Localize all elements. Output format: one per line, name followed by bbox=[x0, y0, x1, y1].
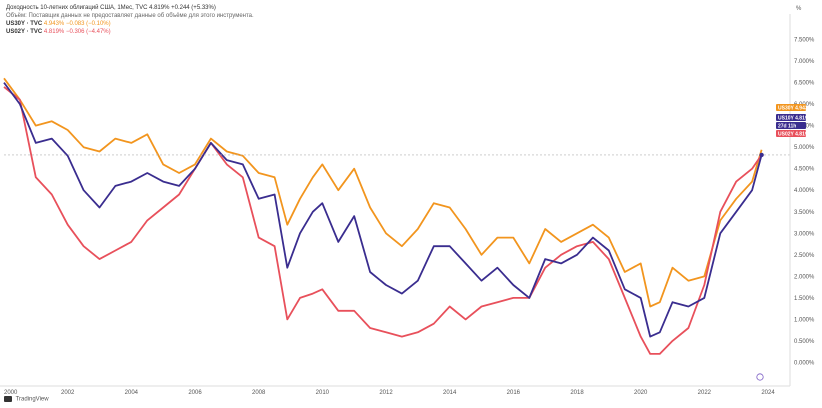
legend-us30y-symbol: US30Y · TVC bbox=[6, 21, 43, 27]
x-tick-label: 2012 bbox=[379, 390, 393, 396]
price-tag-text: 27d 11h bbox=[778, 123, 796, 129]
y-tick-label: 6.500% bbox=[794, 81, 815, 87]
y-tick-label: 4.500% bbox=[794, 167, 815, 173]
x-tick-label: 2018 bbox=[570, 390, 584, 396]
x-tick-label: 2002 bbox=[61, 390, 75, 396]
y-tick-label: 1.000% bbox=[794, 317, 815, 323]
price-tag-bg bbox=[776, 104, 806, 111]
x-tick-label: 2000 bbox=[4, 390, 18, 396]
alert-clock-icon[interactable] bbox=[756, 373, 764, 381]
y-tick-label: 7.500% bbox=[794, 38, 815, 44]
tradingview-footer[interactable]: TradingView bbox=[4, 396, 49, 403]
legend-title-row[interactable]: Доходность 10-летних облигаций США, 1Мес… bbox=[6, 4, 254, 12]
footer-brand: TradingView bbox=[15, 396, 49, 403]
axis-unit-label: % bbox=[796, 6, 802, 12]
y-tick-label: 1.500% bbox=[794, 296, 815, 302]
y-tick-label: 2.500% bbox=[794, 253, 815, 259]
x-tick-label: 2010 bbox=[316, 390, 330, 396]
y-tick-label: 0.500% bbox=[794, 339, 815, 345]
plot-lines bbox=[3, 77, 790, 355]
tradingview-logo-icon bbox=[4, 396, 12, 402]
price-tags: US30Y 4.943% US10Y 4.819% 27d 11h US02Y 4.8… bbox=[776, 104, 813, 137]
x-tick-label: 2004 bbox=[125, 390, 139, 396]
x-tick-label: 2016 bbox=[507, 390, 521, 396]
series-line-us02y[interactable] bbox=[3, 86, 763, 355]
legend-us02y-value: 4.819% bbox=[43, 29, 65, 35]
x-axis: 2000 2002 2004 2006 2008 2010 2012 2014 2016 2018… bbox=[0, 385, 790, 396]
x-tick-label: 2008 bbox=[252, 390, 266, 396]
legend-us02y-change: −0.306 (−4.47%) bbox=[65, 29, 111, 35]
x-tick-label: 2020 bbox=[634, 390, 648, 396]
price-tag-bg bbox=[776, 130, 806, 137]
price-tag-text: US10Y 4.819% bbox=[778, 115, 813, 121]
price-tag-text: US30Y 4.943% bbox=[778, 105, 813, 111]
y-tick-label: 0.000% bbox=[794, 360, 815, 366]
price-tag-bg bbox=[776, 122, 806, 129]
series-line-us10y[interactable] bbox=[3, 82, 763, 338]
legend-title-change: +0.244 (+5.33%) bbox=[171, 5, 216, 11]
y-tick-label: 3.000% bbox=[794, 231, 815, 237]
x-tick-label: 2024 bbox=[761, 390, 775, 396]
y-tick-label: 3.500% bbox=[794, 210, 815, 216]
price-tag-text: US02Y 4.819% bbox=[778, 131, 813, 137]
legend-volume-note: Объём: Поставщик данных не предоставляет… bbox=[6, 13, 254, 19]
legend-us30y-value: 4.943% bbox=[43, 21, 65, 27]
legend-title-value: 4.819% bbox=[149, 5, 170, 11]
chart-legend: Доходность 10-летних облигаций США, 1Мес… bbox=[6, 4, 254, 36]
y-tick-label: 4.000% bbox=[794, 188, 815, 194]
x-tick-label: 2006 bbox=[188, 390, 202, 396]
legend-us30y-change: −0.083 (−0.10%) bbox=[65, 21, 111, 27]
last-price-marker bbox=[759, 152, 764, 158]
legend-series-us02y[interactable]: US02Y · TVC 4.819% −0.306 (−4.47%) bbox=[6, 28, 254, 36]
legend-series-us30y[interactable]: US30Y · TVC 4.943% −0.083 (−0.10%) bbox=[6, 20, 254, 28]
y-tick-label: 5.000% bbox=[794, 145, 815, 151]
x-tick-label: 2022 bbox=[698, 390, 712, 396]
legend-title: Доходность 10-летних облигаций США, 1Мес… bbox=[6, 5, 148, 11]
y-tick-label: 2.000% bbox=[794, 274, 815, 280]
x-tick-label: 2014 bbox=[443, 390, 457, 396]
price-tag-bg bbox=[776, 114, 806, 121]
legend-us02y-symbol: US02Y · TVC bbox=[6, 29, 43, 35]
series-line-us30y[interactable] bbox=[3, 77, 763, 308]
y-axis: 0.000% 0.500% 1.000% 1.500% 2.000% 2.500% 3.00… bbox=[789, 14, 815, 386]
y-tick-label: 7.000% bbox=[794, 59, 815, 65]
